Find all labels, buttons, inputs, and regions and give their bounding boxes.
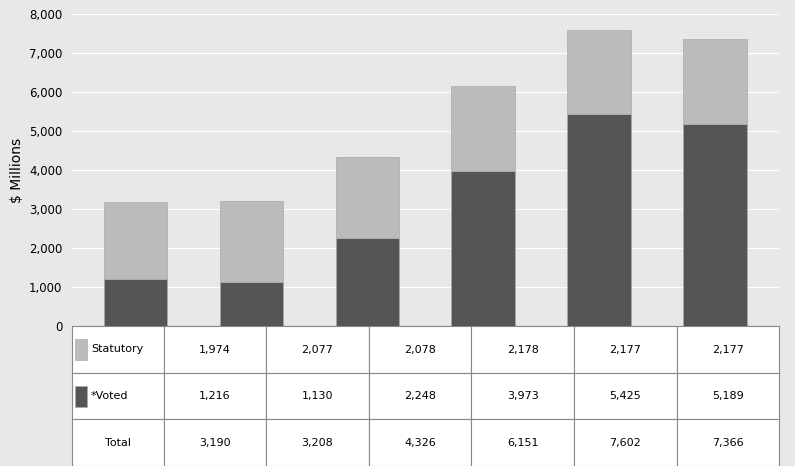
Bar <box>574 419 677 466</box>
Bar <box>103 202 168 279</box>
Bar <box>219 282 283 326</box>
Text: Total: Total <box>104 438 130 448</box>
Bar <box>369 373 471 419</box>
Bar <box>683 39 747 123</box>
Text: 2,248: 2,248 <box>404 391 436 401</box>
Bar <box>266 419 369 466</box>
Bar <box>574 373 677 419</box>
Bar <box>72 326 164 373</box>
Y-axis label: $ Millions: $ Millions <box>10 137 24 203</box>
Bar <box>266 373 369 419</box>
Text: 2,177: 2,177 <box>712 344 744 355</box>
Bar <box>72 373 164 419</box>
Bar <box>164 373 266 419</box>
Text: 1,974: 1,974 <box>199 344 231 355</box>
Bar <box>452 86 515 171</box>
Text: 1,130: 1,130 <box>301 391 333 401</box>
Bar <box>471 419 574 466</box>
Text: 5,425: 5,425 <box>609 391 641 401</box>
Bar <box>76 339 87 360</box>
Bar <box>164 419 266 466</box>
Bar <box>574 326 677 373</box>
Text: 3,190: 3,190 <box>199 438 231 448</box>
Bar <box>568 29 631 115</box>
Bar <box>452 171 515 326</box>
Bar <box>103 279 168 326</box>
Bar <box>677 373 779 419</box>
Bar <box>164 326 266 373</box>
Bar <box>471 326 574 373</box>
Bar <box>335 158 399 239</box>
Bar <box>369 419 471 466</box>
Bar <box>369 326 471 373</box>
Text: 7,366: 7,366 <box>712 438 743 448</box>
Bar <box>219 201 283 282</box>
Text: 2,177: 2,177 <box>609 344 641 355</box>
Text: 3,973: 3,973 <box>506 391 538 401</box>
Bar <box>568 115 631 326</box>
Text: 5,189: 5,189 <box>712 391 743 401</box>
Bar <box>471 373 574 419</box>
Bar <box>76 386 87 406</box>
Bar <box>266 326 369 373</box>
Bar <box>677 419 779 466</box>
Bar <box>683 123 747 326</box>
Text: 2,178: 2,178 <box>506 344 538 355</box>
Bar <box>677 326 779 373</box>
Text: 1,216: 1,216 <box>199 391 231 401</box>
Text: 3,208: 3,208 <box>301 438 333 448</box>
Text: *Voted: *Voted <box>91 391 128 401</box>
Bar <box>72 419 164 466</box>
Bar <box>335 239 399 326</box>
Text: 2,077: 2,077 <box>301 344 333 355</box>
Text: 6,151: 6,151 <box>507 438 538 448</box>
Text: 7,602: 7,602 <box>609 438 641 448</box>
Text: 4,326: 4,326 <box>404 438 436 448</box>
Text: 2,078: 2,078 <box>404 344 436 355</box>
Text: Statutory: Statutory <box>91 344 143 355</box>
